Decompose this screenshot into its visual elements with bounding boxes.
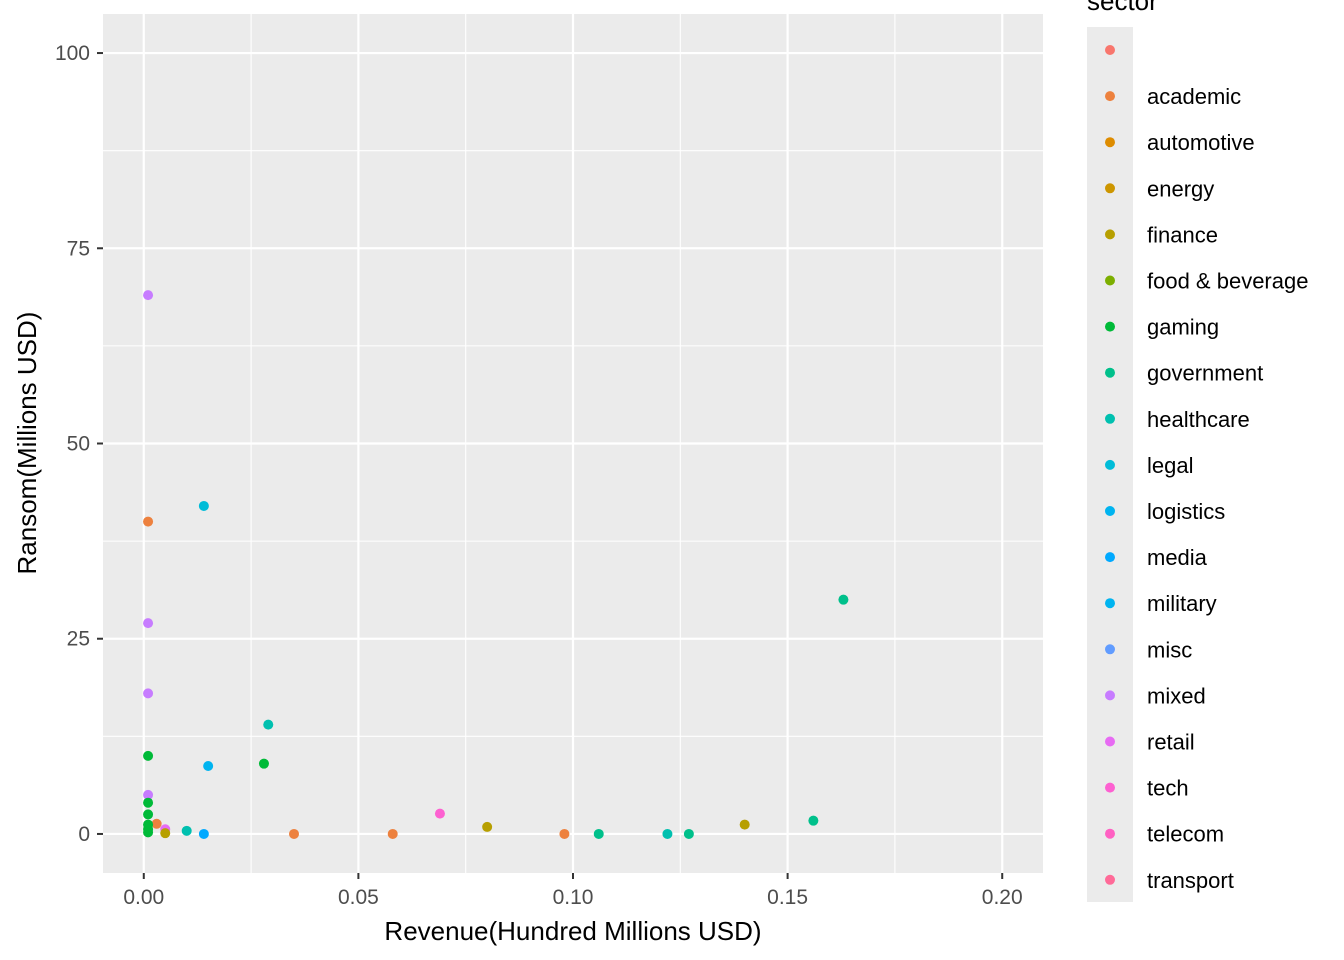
major-gridlines bbox=[103, 14, 1043, 873]
y-tick-label: 0 bbox=[78, 823, 90, 846]
legend-label: automotive bbox=[1147, 130, 1255, 155]
data-point-finance bbox=[739, 819, 750, 830]
legend-key bbox=[1105, 413, 1115, 424]
legend-key bbox=[1105, 45, 1115, 55]
data-point-mixed bbox=[143, 618, 154, 629]
data-point-finance bbox=[482, 821, 493, 832]
legend-label: logistics bbox=[1147, 499, 1225, 524]
data-point-gaming bbox=[143, 797, 154, 808]
legend-label: gaming bbox=[1147, 315, 1219, 340]
legend-label: media bbox=[1147, 545, 1208, 570]
legend-key bbox=[1105, 137, 1115, 148]
data-point-gaming bbox=[143, 827, 154, 838]
legend-label: transport bbox=[1147, 868, 1234, 893]
legend-label: mixed bbox=[1147, 683, 1206, 708]
legend-key bbox=[1105, 874, 1115, 885]
x-axis-ticks: 0.00 0.05 0.10 0.15 0.20 bbox=[123, 873, 1023, 909]
data-point-gaming bbox=[258, 758, 269, 769]
data-point-finance bbox=[160, 828, 171, 839]
legend-label: government bbox=[1147, 361, 1263, 386]
legend-key bbox=[1105, 229, 1115, 240]
legend-key bbox=[1105, 367, 1115, 378]
legend-label: tech bbox=[1147, 776, 1189, 801]
x-axis-title: Revenue(Hundred Millions USD) bbox=[384, 916, 761, 946]
legend-key bbox=[1105, 690, 1115, 701]
data-points bbox=[143, 290, 849, 839]
legend-label: energy bbox=[1147, 176, 1214, 201]
data-point-academic bbox=[387, 828, 398, 839]
data-point-government bbox=[683, 828, 694, 839]
x-tick-label: 0.00 bbox=[123, 886, 164, 909]
x-tick-label: 0.05 bbox=[338, 886, 379, 909]
data-point-gaming bbox=[143, 750, 154, 761]
data-point-healthcare bbox=[263, 719, 274, 730]
legend-label: misc bbox=[1147, 637, 1192, 662]
data-point-healthcare bbox=[662, 828, 673, 839]
legend-key bbox=[1105, 91, 1115, 102]
legend-key bbox=[1105, 183, 1115, 194]
legend-key bbox=[1105, 459, 1115, 470]
data-point-government bbox=[593, 828, 604, 839]
data-point-military bbox=[203, 761, 214, 772]
legend-title: sector bbox=[1087, 0, 1158, 16]
y-tick-label: 75 bbox=[67, 237, 90, 260]
legend-key bbox=[1105, 275, 1115, 286]
y-axis-ticks: 0 25 50 75 100 bbox=[55, 42, 103, 846]
data-point-government bbox=[808, 815, 819, 826]
data-point-media bbox=[198, 828, 209, 839]
legend-key bbox=[1105, 736, 1115, 747]
data-point-academic bbox=[143, 516, 154, 527]
data-point-mixed bbox=[143, 290, 154, 301]
data-point-gaming bbox=[143, 809, 154, 820]
data-point-mixed bbox=[143, 789, 154, 800]
legend-key bbox=[1105, 506, 1115, 516]
data-point-academic bbox=[151, 818, 162, 829]
legend-key bbox=[1105, 321, 1115, 332]
legend-label: legal bbox=[1147, 453, 1193, 478]
legend-label: healthcare bbox=[1147, 407, 1250, 432]
legend-key bbox=[1105, 828, 1115, 839]
legend: academic automotive energy finance food & be… bbox=[1105, 45, 1308, 893]
data-point-academic bbox=[289, 828, 300, 839]
legend-label: telecom bbox=[1147, 822, 1224, 847]
data-point-academic bbox=[559, 828, 570, 839]
x-tick-label: 0.15 bbox=[767, 886, 808, 909]
legend-key bbox=[1105, 598, 1115, 609]
y-tick-label: 100 bbox=[55, 42, 90, 65]
x-tick-label: 0.20 bbox=[982, 886, 1023, 909]
y-tick-label: 25 bbox=[67, 628, 90, 651]
y-tick-label: 50 bbox=[67, 433, 90, 456]
data-point-government bbox=[838, 594, 849, 605]
data-point-tech bbox=[434, 808, 445, 819]
legend-key bbox=[1105, 552, 1115, 563]
legend-label: food & beverage bbox=[1147, 269, 1308, 294]
legend-label: academic bbox=[1147, 84, 1241, 109]
y-axis-title: Ransom(Millions USD) bbox=[12, 312, 42, 575]
legend-key bbox=[1105, 782, 1115, 793]
legend-key bbox=[1105, 644, 1115, 655]
data-point-healthcare bbox=[181, 825, 192, 836]
legend-label: retail bbox=[1147, 730, 1195, 755]
legend-label: finance bbox=[1147, 222, 1218, 247]
data-point-mixed bbox=[143, 688, 154, 699]
legend-label: military bbox=[1147, 591, 1217, 616]
data-point-legal bbox=[198, 500, 209, 511]
x-tick-label: 0.10 bbox=[553, 886, 594, 909]
